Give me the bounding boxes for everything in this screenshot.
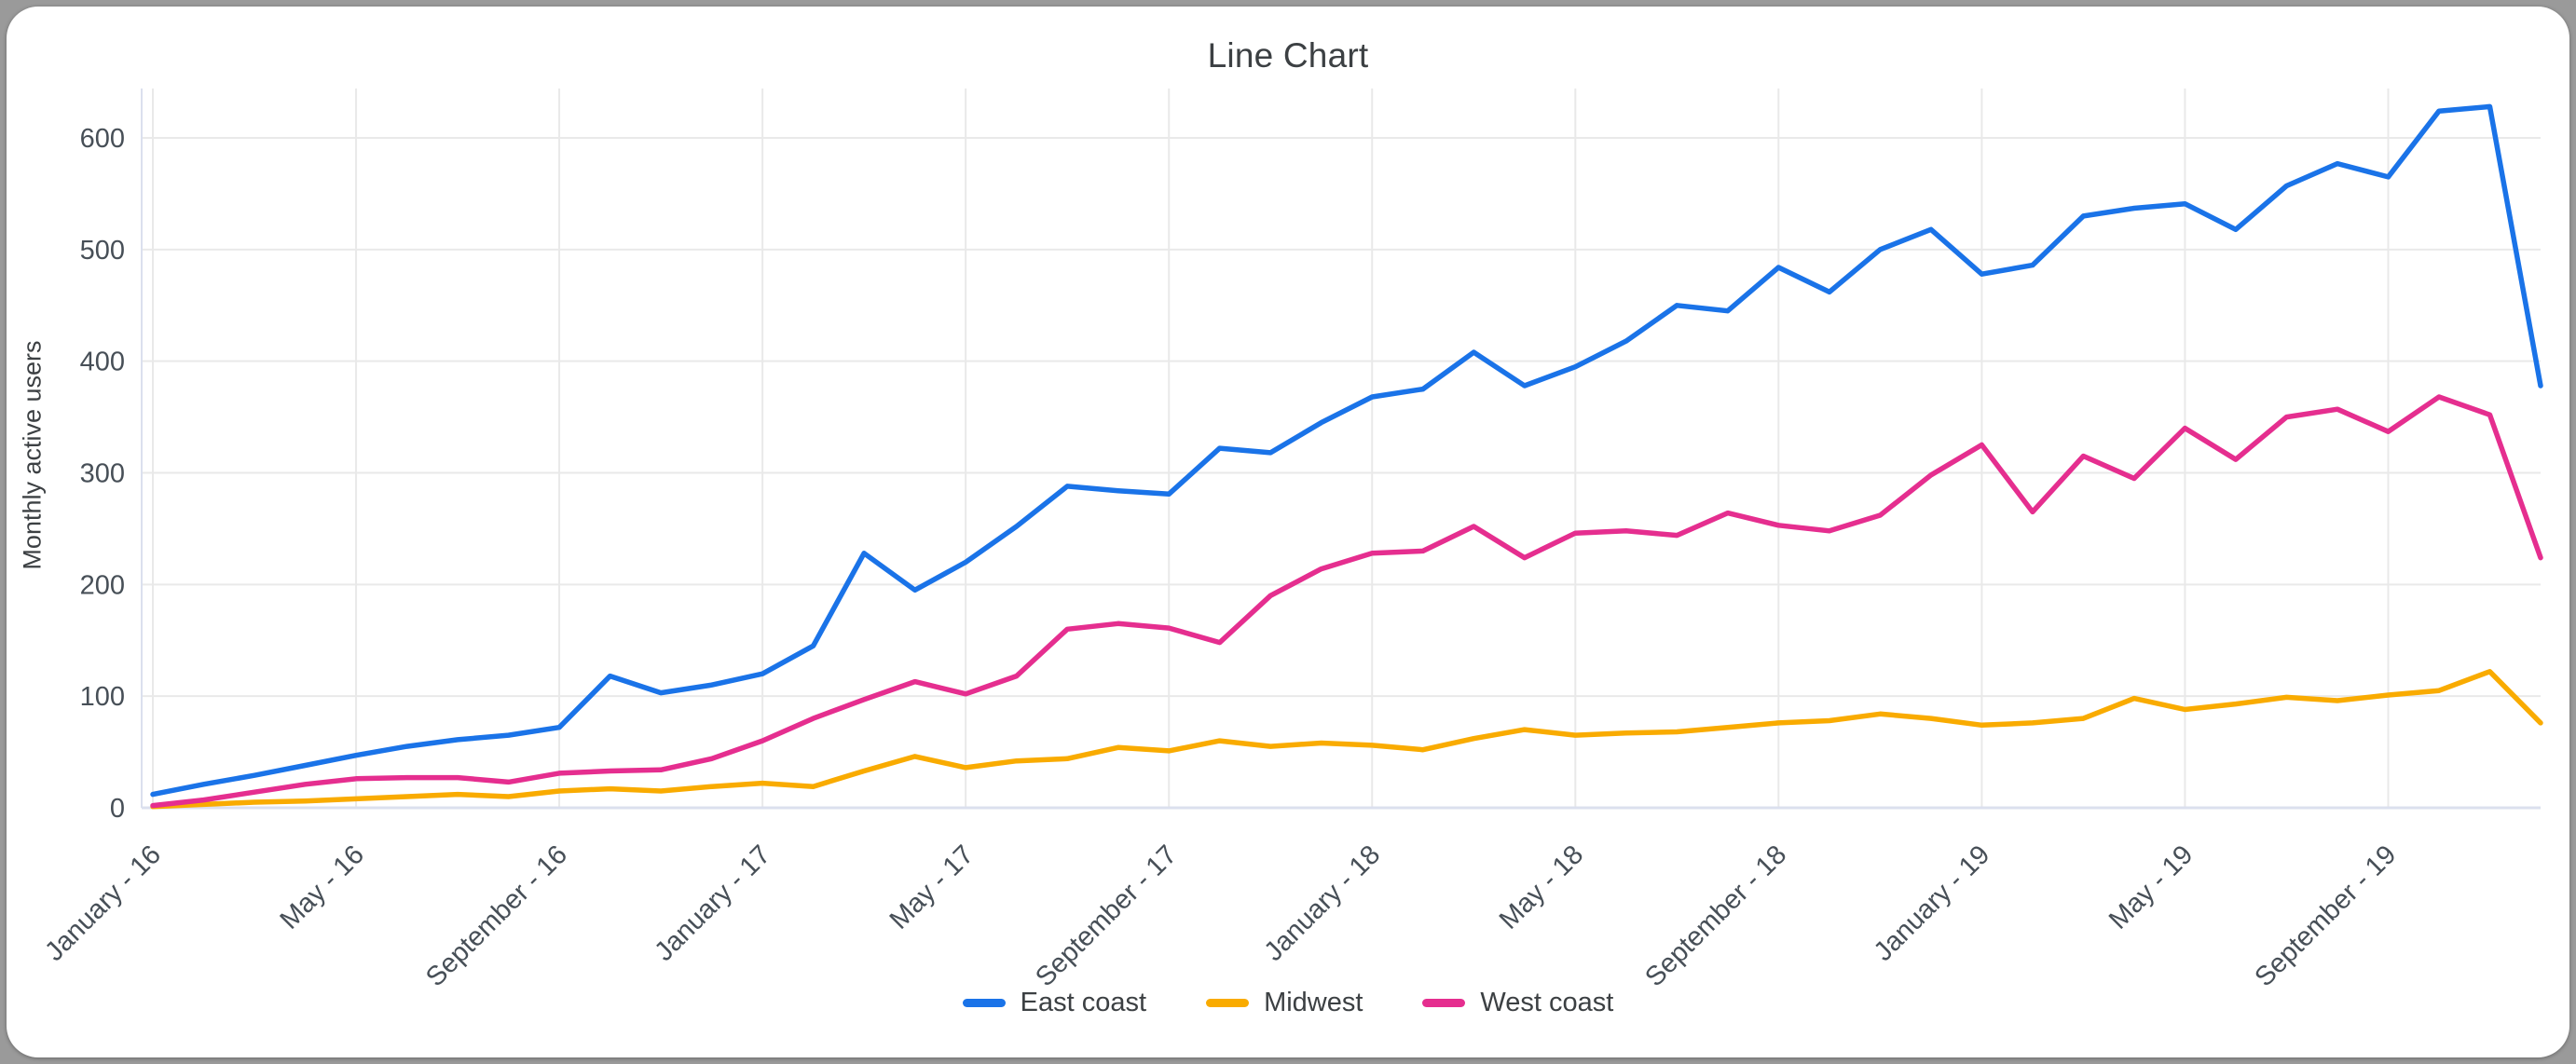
- legend-item-west-coast[interactable]: West coast: [1422, 988, 1613, 1018]
- x-tick-label: January - 16: [39, 839, 167, 967]
- x-tick-label: May - 16: [275, 839, 370, 934]
- x-tick-label: September - 17: [1030, 839, 1183, 992]
- legend-item-midwest[interactable]: Midwest: [1206, 988, 1363, 1018]
- legend-item-east-coast[interactable]: East coast: [962, 988, 1147, 1018]
- series-line-east-coast: [150, 103, 2543, 798]
- midwest-swatch-icon: [1206, 999, 1250, 1007]
- legend-label: East coast: [1020, 988, 1147, 1017]
- x-tick-label: May - 19: [2103, 839, 2199, 934]
- y-tick-label: 400: [80, 348, 125, 377]
- chart-title: Line Chart: [1207, 36, 1369, 75]
- x-tick-label: September - 16: [420, 839, 573, 992]
- y-gridlines: 0 100 200 300 400 500 600: [80, 124, 2541, 824]
- y-tick-label: 200: [80, 570, 125, 600]
- west-coast-swatch-icon: [1422, 999, 1466, 1007]
- legend-label: Midwest: [1264, 988, 1363, 1017]
- y-tick-label: 300: [80, 459, 125, 489]
- chart-legend: East coast Midwest West coast: [7, 988, 2569, 1018]
- x-gridlines: [152, 89, 2390, 808]
- legend-label: West coast: [1480, 988, 1614, 1017]
- y-tick-label: 500: [80, 236, 125, 266]
- line-chart-plot: 0 100 200 300 400 500 600 January - 16 May - 16 S…: [39, 89, 2543, 992]
- series-line-west-coast: [150, 394, 2543, 809]
- x-tick-label: May - 17: [884, 839, 980, 934]
- chart-card: Line Chart Monthly active users 0 100 200 3…: [7, 7, 2569, 1057]
- y-tick-label: 600: [80, 124, 125, 154]
- x-tick-label: September - 18: [1639, 839, 1792, 992]
- x-tick-label: January - 17: [649, 839, 776, 967]
- x-tick-labels: January - 16 May - 16 September - 16 Januar…: [39, 839, 2402, 992]
- east-coast-swatch-icon: [962, 999, 1006, 1007]
- x-tick-label: January - 18: [1259, 839, 1387, 967]
- y-tick-label: 100: [80, 682, 125, 712]
- x-tick-label: January - 19: [1869, 839, 1996, 967]
- series-line-midwest: [150, 669, 2543, 810]
- x-tick-label: September - 19: [2249, 839, 2402, 992]
- x-tick-label: May - 18: [1494, 839, 1589, 934]
- y-tick-label: 0: [110, 794, 125, 824]
